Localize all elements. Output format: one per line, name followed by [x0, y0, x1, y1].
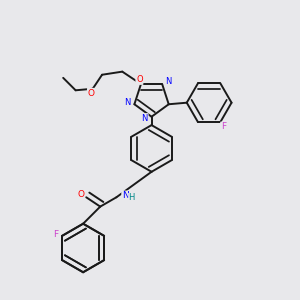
Text: N: N: [165, 77, 172, 86]
Text: F: F: [53, 230, 58, 239]
Text: O: O: [77, 190, 84, 199]
Text: O: O: [88, 88, 95, 98]
Text: O: O: [136, 75, 143, 84]
Text: F: F: [221, 122, 226, 131]
Text: N: N: [142, 114, 148, 123]
Text: N: N: [124, 98, 131, 107]
Text: N: N: [122, 191, 129, 200]
Text: H: H: [128, 194, 135, 202]
